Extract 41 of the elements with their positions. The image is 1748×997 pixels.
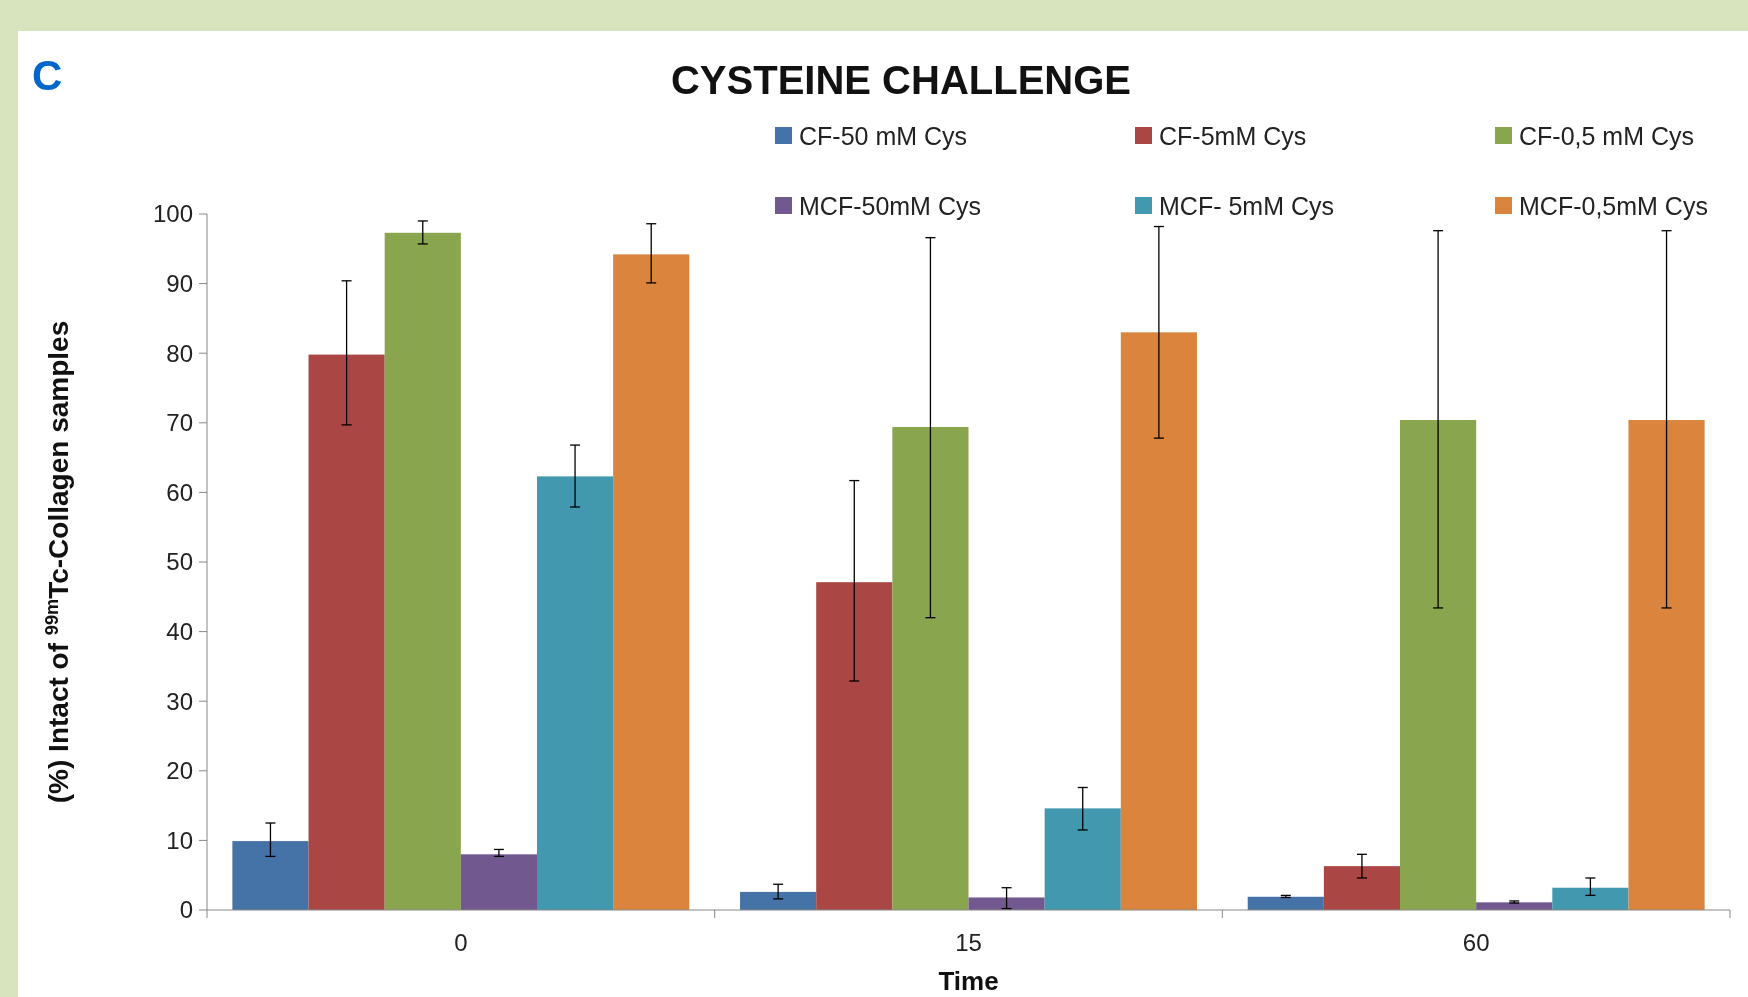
bar <box>460 854 537 910</box>
legend-label: CF-5mM Cys <box>1159 121 1307 150</box>
y-tick-label: 60 <box>166 478 193 506</box>
x-tick-label: 0 <box>454 929 468 956</box>
legend-label: CF-50 mM Cys <box>799 121 968 150</box>
bar <box>1400 420 1477 910</box>
bar <box>892 426 969 910</box>
chart-title: CYSTEINE CHALLENGE <box>670 58 1132 102</box>
y-tick-label: 30 <box>166 687 193 715</box>
bar <box>1247 896 1324 910</box>
legend-label: MCF-50mM Cys <box>799 191 981 220</box>
y-tick-label: 80 <box>166 339 193 367</box>
bar <box>1476 902 1553 910</box>
text: C <box>32 52 63 99</box>
y-tick-label: 10 <box>166 826 193 854</box>
y-tick-label: 20 <box>166 757 193 785</box>
legend-label: MCF- 5mM Cys <box>1159 191 1334 220</box>
bar <box>1323 866 1401 910</box>
y-tick-label: 90 <box>166 270 193 297</box>
x-tick-label: 15 <box>955 929 982 956</box>
bar <box>816 582 893 910</box>
bar <box>1120 332 1197 910</box>
legend-label: MCF-0,5mM Cys <box>1519 191 1708 220</box>
y-tick-label: 70 <box>166 409 193 437</box>
bar <box>536 476 614 910</box>
x-axis-title: Time <box>938 966 999 996</box>
bar <box>1552 887 1629 910</box>
y-tick-label: 0 <box>179 896 193 924</box>
bar <box>740 891 817 910</box>
bar <box>613 254 690 910</box>
bar <box>968 897 1045 910</box>
bar <box>308 354 385 910</box>
y-tick-label: 40 <box>166 618 193 645</box>
legend-label: CF-0,5 mM Cys <box>1519 121 1694 150</box>
y-tick-label: 100 <box>152 200 193 228</box>
bar <box>1044 808 1121 910</box>
bar <box>1628 420 1705 910</box>
x-tick-label: 60 <box>1462 929 1490 956</box>
bar <box>232 841 309 910</box>
y-tick-label: 50 <box>166 548 193 576</box>
bar <box>384 232 461 910</box>
